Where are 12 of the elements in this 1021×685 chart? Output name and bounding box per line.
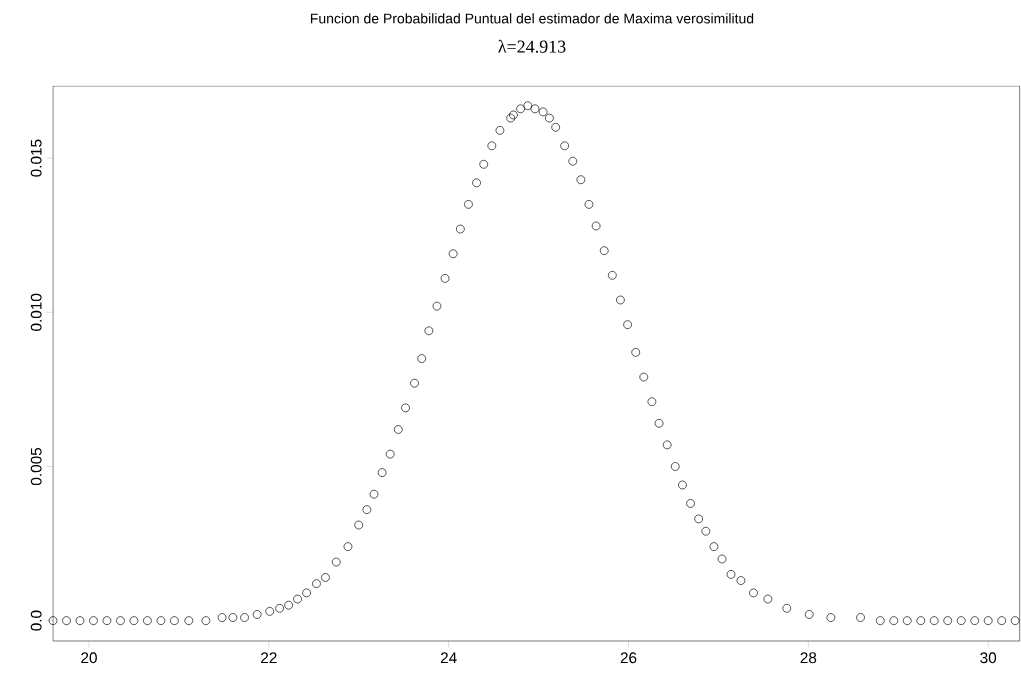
y-tick-label: 0.010 — [30, 293, 42, 331]
chart-title: Funcion de Probabilidad Puntual del estimador de Maxima verosimilitud — [310, 13, 754, 24]
x-tick-label: 22 — [261, 652, 277, 664]
x-tick-label: 26 — [620, 652, 637, 664]
x-tick-label: 30 — [980, 652, 997, 664]
x-tick-label: 20 — [81, 652, 97, 664]
chart-subtitle: λ=24.913 — [498, 39, 566, 53]
y-tick-label: 0.0 — [30, 610, 42, 631]
y-tick-label: 0.005 — [30, 447, 42, 486]
y-tick-label: 0.015 — [30, 139, 42, 177]
x-tick-label: 24 — [440, 652, 457, 664]
x-tick-label: 28 — [800, 652, 817, 664]
